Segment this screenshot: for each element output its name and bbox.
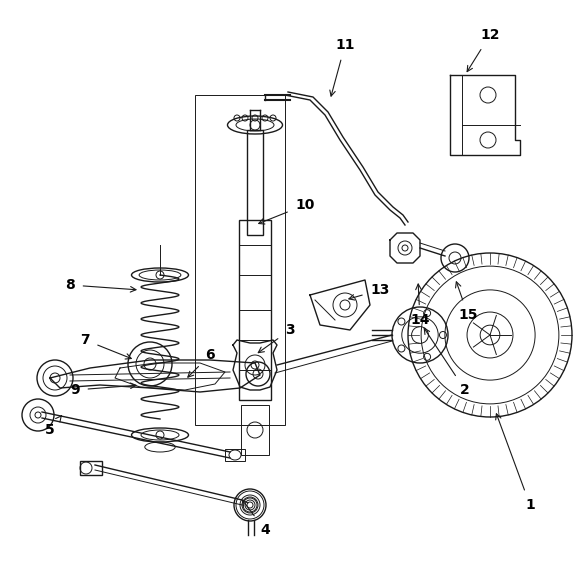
Bar	[225, 449, 245, 461]
Text: 2: 2	[424, 328, 470, 397]
Text: 3: 3	[258, 323, 295, 353]
Text: 5: 5	[45, 416, 61, 437]
Text: 9: 9	[70, 383, 136, 397]
Bar	[239, 220, 271, 400]
Bar	[241, 405, 269, 455]
Bar	[80, 461, 102, 475]
Text: 15: 15	[456, 282, 478, 322]
Text: 4: 4	[243, 500, 270, 537]
Text: 11: 11	[330, 38, 355, 96]
Text: 12: 12	[467, 28, 500, 71]
Text: 7: 7	[80, 333, 132, 359]
Text: 1: 1	[496, 414, 535, 512]
Bar	[195, 95, 285, 425]
Text: 10: 10	[259, 198, 315, 224]
Text: 13: 13	[349, 283, 390, 300]
Bar	[247, 130, 263, 235]
Text: 6: 6	[188, 348, 215, 377]
Text: 14: 14	[410, 284, 430, 327]
Text: 8: 8	[65, 278, 136, 292]
